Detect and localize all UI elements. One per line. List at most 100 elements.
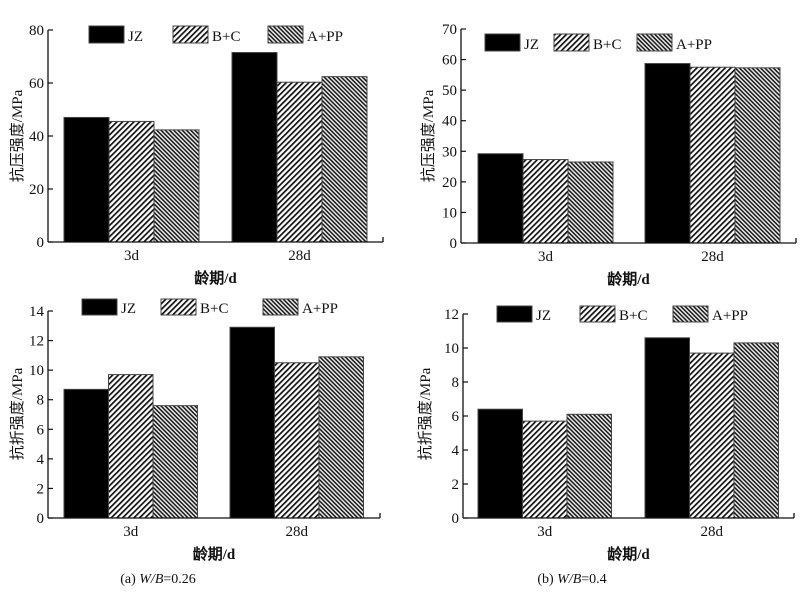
bar-apluspp-28d xyxy=(734,67,781,244)
y-axis-label: 抗压强度/MPa xyxy=(9,89,26,182)
x-axis-label: 龄期/d xyxy=(194,269,237,287)
legend-swatch-bplusc xyxy=(579,305,616,323)
legend: JZ B+C A+PP xyxy=(484,33,712,53)
bar-bplusc-28d xyxy=(689,352,735,519)
bar-apluspp-3d xyxy=(153,129,200,243)
legend-swatch-jz xyxy=(496,305,533,323)
legend-label: B+C xyxy=(200,301,228,317)
legend-swatch-bplusc xyxy=(172,25,209,44)
legend-label: A+PP xyxy=(676,37,712,53)
legend-swatch-apluspp xyxy=(267,25,304,44)
y-tick-label: 14 xyxy=(29,304,45,320)
chart-panel-flexural-wb026: 0 2 4 6 8 10 12 14 3d 28d 龄期/d 抗折强度/MPa JZ B+C A+PP xyxy=(9,298,381,563)
y-tick-label: 8 xyxy=(452,375,460,391)
bar-jz-3d xyxy=(63,116,110,243)
y-tick-label: 8 xyxy=(37,393,45,409)
x-tick-label: 3d xyxy=(124,248,140,264)
y-tick-label: 60 xyxy=(442,53,457,69)
bar-apluspp-28d xyxy=(321,76,368,243)
legend-label: A+PP xyxy=(307,29,343,45)
x-tick-label: 28d xyxy=(701,249,724,265)
x-tick-label: 28d xyxy=(288,248,311,264)
bar-bplusc-28d xyxy=(274,362,320,519)
bar-jz-28d xyxy=(229,326,275,519)
y-tick-label: 2 xyxy=(37,481,45,497)
y-tick-label: 12 xyxy=(444,307,459,323)
y-tick-label: 40 xyxy=(442,114,457,130)
bar-apluspp-3d xyxy=(152,405,198,519)
x-axis-label: 龄期/d xyxy=(607,270,650,288)
legend-label: B+C xyxy=(593,37,621,53)
legend-label: JZ xyxy=(121,301,136,317)
y-tick-label: 70 xyxy=(442,22,457,38)
legend-label: JZ xyxy=(536,308,551,324)
bar-jz-28d xyxy=(644,63,691,244)
x-axis-label: 龄期/d xyxy=(607,545,650,563)
y-tick-label: 4 xyxy=(452,443,460,459)
legend-swatch-bplusc xyxy=(553,33,590,52)
x-tick-label: 28d xyxy=(701,524,724,540)
y-tick-label: 80 xyxy=(29,23,44,39)
legend-label: JZ xyxy=(128,29,143,45)
y-tick-label: 10 xyxy=(442,205,457,221)
legend-swatch-jz xyxy=(484,33,521,52)
legend-swatch-jz xyxy=(88,25,125,44)
y-tick-label: 6 xyxy=(452,409,460,425)
caption-b: (b) W/B=0.4 xyxy=(537,572,606,587)
y-axis-label: 抗折强度/MPa xyxy=(417,367,434,460)
chart-panel-flexural-wb04: 0 2 4 6 8 10 12 3d 28d 龄期/d 抗折强度/MPa JZ B+C A+PP xyxy=(417,305,795,563)
y-tick-label: 0 xyxy=(452,511,460,527)
bar-bplusc-3d xyxy=(522,420,568,519)
bar-bplusc-3d xyxy=(108,374,154,519)
legend: JZ B+C A+PP xyxy=(81,298,338,317)
legend: JZ B+C A+PP xyxy=(496,305,748,324)
bar-bplusc-28d xyxy=(276,81,323,243)
y-tick-label: 20 xyxy=(29,182,44,198)
chart-panel-compressive-wb04: 0 10 20 30 40 50 60 70 3d 28d 龄期/d 抗压强度/MPa JZ B+C A+P… xyxy=(420,22,797,288)
bar-bplusc-3d xyxy=(108,120,155,243)
legend-label: A+PP xyxy=(712,308,748,324)
y-axis-label: 抗压强度/MPa xyxy=(420,89,437,182)
legend-label: B+C xyxy=(212,29,240,45)
chart-panel-compressive-wb026: 0 20 40 60 80 3d 28d 龄期/d 抗压强度/MPa JZ B+C A+PP xyxy=(9,23,384,287)
y-tick-label: 10 xyxy=(29,363,44,379)
legend-swatch-bplusc xyxy=(160,298,197,316)
y-tick-label: 6 xyxy=(37,422,45,438)
y-tick-label: 50 xyxy=(442,83,457,99)
bar-bplusc-28d xyxy=(689,66,736,244)
bar-jz-28d xyxy=(231,52,278,243)
y-tick-label: 20 xyxy=(442,175,457,191)
bar-apluspp-3d xyxy=(567,161,614,244)
bar-jz-3d xyxy=(477,408,523,519)
x-tick-label: 3d xyxy=(123,524,139,540)
y-tick-label: 0 xyxy=(37,235,45,251)
legend-label: B+C xyxy=(619,308,647,324)
caption-a: (a) W/B=0.26 xyxy=(120,572,196,587)
x-tick-label: 28d xyxy=(286,524,309,540)
bar-jz-3d xyxy=(63,388,109,519)
y-tick-label: 0 xyxy=(37,511,45,527)
y-tick-label: 30 xyxy=(442,144,457,160)
x-tick-label: 3d xyxy=(537,524,553,540)
legend-label: JZ xyxy=(524,37,539,53)
y-tick-label: 2 xyxy=(452,477,460,493)
bar-apluspp-28d xyxy=(733,342,779,519)
bar-jz-28d xyxy=(644,337,690,519)
legend-swatch-apluspp xyxy=(672,305,709,323)
bar-jz-3d xyxy=(477,153,524,244)
y-tick-label: 0 xyxy=(450,236,458,252)
y-tick-label: 12 xyxy=(29,334,44,350)
y-tick-label: 4 xyxy=(37,452,45,468)
x-axis-label: 龄期/d xyxy=(193,545,236,563)
legend-swatch-apluspp xyxy=(636,33,673,52)
legend-swatch-jz xyxy=(81,298,118,316)
legend-label: A+PP xyxy=(302,301,338,317)
bar-apluspp-28d xyxy=(318,356,364,519)
y-tick-label: 10 xyxy=(444,341,459,357)
x-tick-label: 3d xyxy=(538,249,554,265)
y-tick-label: 40 xyxy=(29,129,44,145)
legend: JZ B+C A+PP xyxy=(88,25,343,45)
bar-apluspp-3d xyxy=(566,413,612,519)
y-axis-label: 抗折强度/MPa xyxy=(9,367,26,460)
